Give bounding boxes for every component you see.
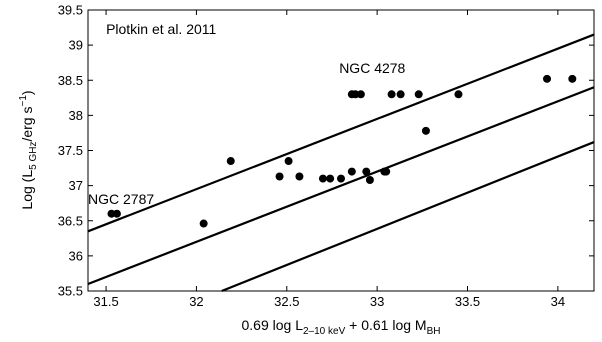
data-point bbox=[284, 157, 293, 166]
data-point bbox=[414, 90, 423, 99]
x-axis-label-part-b: + 0.61 log M bbox=[345, 317, 426, 333]
data-point bbox=[347, 167, 356, 176]
data-point bbox=[326, 174, 335, 183]
annotations: Plotkin et al. 2011 NGC 4278 NGC 2787 bbox=[88, 21, 406, 207]
y-tick-label: 38.5 bbox=[58, 73, 83, 88]
data-point bbox=[421, 126, 430, 135]
x-axis-label-sub-b: BH bbox=[427, 326, 441, 337]
x-tick-label: 34 bbox=[551, 294, 565, 309]
x-tick-label: 33.5 bbox=[455, 294, 480, 309]
data-points bbox=[107, 74, 577, 228]
data-point bbox=[454, 90, 463, 99]
x-axis-label: 0.69 log L2–10 keV + 0.61 log MBH bbox=[242, 317, 441, 337]
annotation-label: NGC 2787 bbox=[88, 191, 154, 207]
data-point bbox=[112, 209, 121, 218]
plot-frame bbox=[87, 9, 595, 292]
data-point bbox=[226, 157, 235, 166]
y-tick-label: 37.5 bbox=[58, 143, 83, 158]
data-point bbox=[199, 219, 208, 228]
y-tick-label: 39.5 bbox=[58, 3, 83, 18]
data-point bbox=[568, 74, 577, 83]
y-tick-label: 36.5 bbox=[58, 213, 83, 228]
axis-ticks bbox=[88, 9, 594, 292]
correlation-line bbox=[87, 33, 595, 233]
data-point bbox=[362, 167, 371, 176]
x-tick-label: 32 bbox=[189, 294, 203, 309]
y-tick-label: 36 bbox=[69, 248, 83, 263]
x-tick-label: 31.5 bbox=[93, 294, 118, 309]
data-point bbox=[387, 90, 396, 99]
y-tick-labels: 35.5 36 36.5 37 37.5 38 38.5 39 39.5 bbox=[58, 3, 83, 299]
correlation-line bbox=[221, 141, 595, 293]
correlation-line bbox=[87, 86, 595, 286]
data-point bbox=[356, 90, 365, 99]
y-axis-label-sub: 5 GHz bbox=[28, 142, 39, 170]
y-axis-label: Log (L5 GHz/erg s−1) bbox=[18, 90, 39, 209]
data-point bbox=[318, 174, 327, 183]
y-tick-label: 39 bbox=[69, 38, 83, 53]
annotation-label: Plotkin et al. 2011 bbox=[106, 21, 216, 37]
data-point bbox=[543, 74, 552, 83]
data-point bbox=[382, 167, 391, 176]
correlation-lines bbox=[87, 33, 595, 293]
data-point bbox=[365, 176, 374, 185]
x-tick-label: 32.5 bbox=[274, 294, 299, 309]
x-axis-label-sub-a: 2–10 keV bbox=[303, 326, 346, 337]
data-point bbox=[337, 174, 345, 183]
data-point bbox=[275, 172, 284, 181]
y-axis-label-part-b: /erg s bbox=[19, 107, 35, 142]
x-axis-label-part-a: 0.69 log L bbox=[242, 317, 304, 333]
y-axis-label-part-c: ) bbox=[19, 90, 35, 95]
y-tick-label: 37 bbox=[69, 178, 83, 193]
y-tick-label: 38 bbox=[69, 108, 83, 123]
data-point bbox=[295, 172, 304, 181]
x-tick-labels: 31.5 32 32.5 33 33.5 34 bbox=[93, 294, 565, 309]
y-axis-label-sup: −1 bbox=[18, 95, 29, 107]
y-tick-label: 35.5 bbox=[58, 284, 83, 299]
x-tick-label: 33 bbox=[370, 294, 384, 309]
annotation-label: NGC 4278 bbox=[339, 60, 405, 76]
y-axis-label-part-a: Log (L bbox=[19, 170, 35, 210]
data-point bbox=[396, 90, 405, 99]
